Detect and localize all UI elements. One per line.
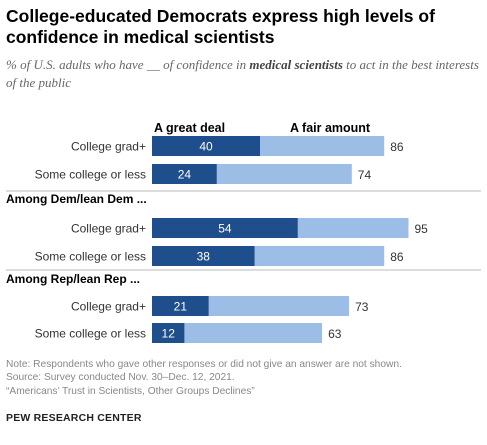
category-label: College grad+ [71,140,146,154]
value-label-total: 73 [355,300,369,314]
chart-subtitle: % of U.S. adults who have __ of confiden… [6,56,481,92]
value-label-great-deal: 54 [218,222,232,236]
bar-fair-amount [184,323,323,343]
organization-logo-text: PEW RESEARCH CENTER [6,412,142,424]
value-label-great-deal: 40 [199,140,213,154]
bar-great-deal [152,164,217,184]
subtitle-emphasis: medical scientists [249,57,343,72]
category-label: Some college or less [35,250,146,264]
bar-fair-amount [208,296,350,316]
bar-great-deal [152,296,209,316]
bar-great-deal [152,136,260,156]
value-label-total: 86 [390,140,404,154]
report-title-text: “Americans’ Trust in Scientists, Other G… [6,385,255,397]
subtitle-prefix: % of U.S. adults who have __ of confiden… [6,57,250,72]
chart-notes: Note: Respondents who gave other respons… [6,358,481,398]
value-label-total: 74 [358,168,372,182]
bar-fair-amount [216,164,352,184]
bar-great-deal [152,218,298,238]
value-label-great-deal: 24 [178,168,192,182]
value-label-great-deal: 12 [162,327,176,341]
legend-great-deal: A great deal [154,121,225,135]
bar-great-deal [152,323,185,343]
category-label: College grad+ [71,222,146,236]
chart-title: College-educated Democrats express high … [6,6,435,47]
bar-fair-amount [297,218,409,238]
category-label: College grad+ [71,300,146,314]
note-text: Note: Respondents who gave other respons… [6,359,402,370]
subtitle-suffix: to act in the best interests of the publ… [6,57,479,90]
group-label: Among Dem/lean Dem ... [6,192,147,206]
value-label-total: 86 [390,250,404,264]
bar-fair-amount [254,246,385,266]
value-label-total: 95 [415,222,429,236]
group-label: Among Rep/lean Rep ... [6,272,140,286]
bar-fair-amount [260,136,385,156]
value-label-total: 63 [328,327,342,341]
source-text: Source: Survey conducted Nov. 30–Dec. 12… [6,372,235,384]
category-label: Some college or less [35,327,146,341]
value-label-great-deal: 38 [197,250,211,264]
value-label-great-deal: 21 [174,300,188,314]
bar-great-deal [152,246,255,266]
legend-fair-amount: A fair amount [290,121,371,135]
category-label: Some college or less [35,168,146,182]
